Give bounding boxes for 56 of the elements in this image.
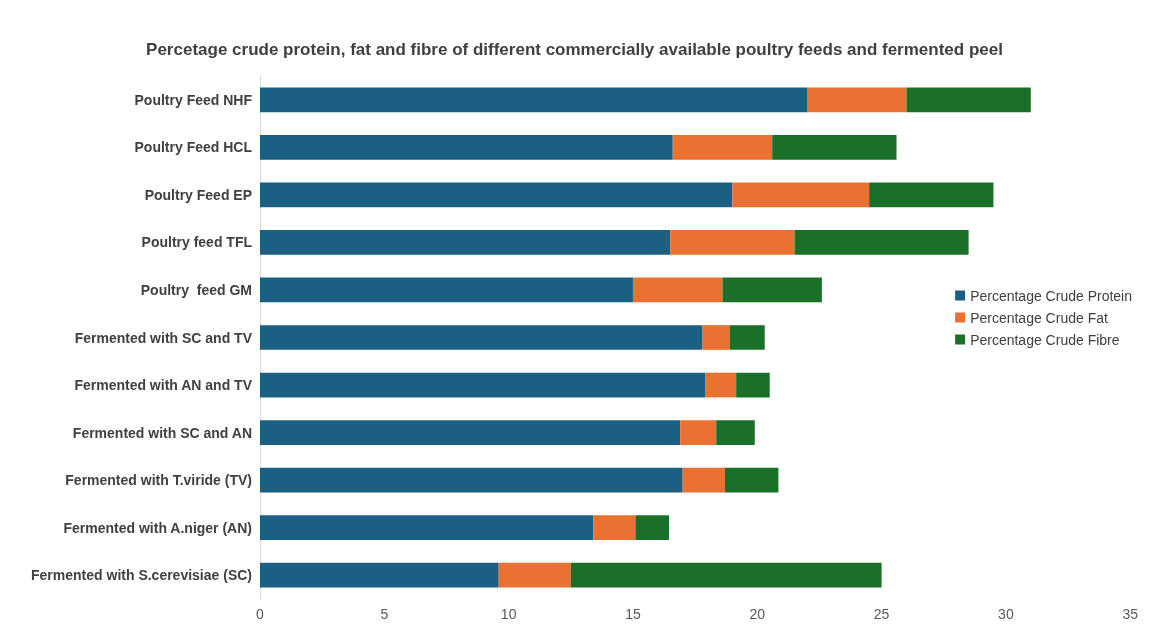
bar [260,230,671,255]
x-tick-label: 20 [749,606,766,622]
y-tick-label: Fermented with AN and TV [74,377,253,394]
y-tick-label: Poultry feed TFL [141,234,253,251]
bar [724,467,779,493]
x-tick-label: 25 [873,606,890,622]
bar [736,372,770,398]
bar [672,134,773,160]
x-tick-label: 30 [998,606,1014,622]
bar [729,325,765,350]
y-tick-label: Fermented with SC and AN [72,424,252,441]
y-tick-label: Fermented with SC and TV [74,329,253,346]
y-tick-label: Poultry feed GM [140,281,252,298]
legend-label: Percentage Crude Fat [970,309,1108,326]
x-tick-label: 35 [1122,606,1139,622]
y-tick-label: Fermented with T.viride (TV) [65,472,252,489]
x-tick-label: 10 [500,606,517,622]
y-tick-label: Fermented with S.cerevisiae (SC) [31,567,252,584]
x-tick-label: 15 [625,606,641,622]
bar [570,562,882,588]
bar [260,515,594,541]
legend-label: Percentage Crude Protein [970,287,1132,304]
x-tick-label: 0 [256,606,265,622]
bar [705,372,737,398]
bar [260,420,681,445]
legend-label: Percentage Crude Fibre [970,331,1120,348]
y-tick-label: Poultry Feed NHF [134,91,253,108]
y-tick-label: Poultry Feed HCL [134,139,253,156]
bar [680,420,717,445]
bar [772,134,897,160]
bar [260,134,673,160]
x-tick-label: 5 [380,606,389,622]
bar [260,325,703,350]
bar [260,467,683,493]
bar [670,230,795,255]
bar [260,562,499,588]
y-tick-label: Fermented with A.niger (AN) [63,519,252,536]
bar [722,277,822,303]
bar [806,87,907,113]
chart-title: Percetage crude protein, fat and fibre of different commercially available poultry feeds and fermented peel [146,40,1003,59]
bar [635,515,669,541]
bar [632,277,723,303]
bar [593,515,636,541]
bar [260,182,733,208]
bar [716,420,755,445]
bar [260,277,633,303]
bar [869,182,994,208]
bar [732,182,870,208]
bar [906,87,1031,113]
y-tick-label: Poultry Feed EP [144,186,252,203]
bar [682,467,725,493]
bar [498,562,571,588]
bar [260,372,706,398]
bar [702,325,730,350]
bar [260,87,807,113]
bar [794,230,969,255]
